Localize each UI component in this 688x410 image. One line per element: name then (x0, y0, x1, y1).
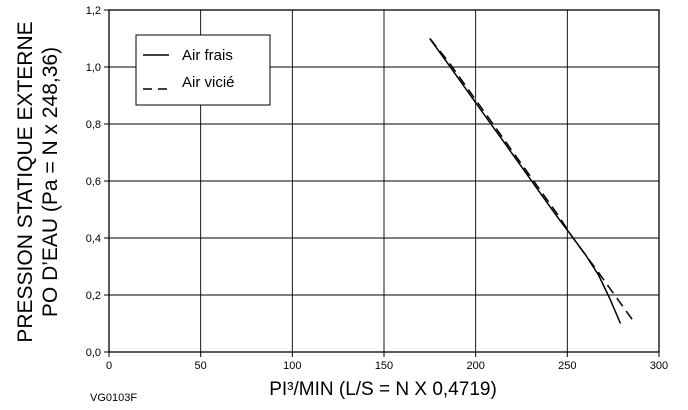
x-axis: 0 50 100 150 200 250 300 (106, 352, 668, 372)
x-tick-label: 300 (650, 360, 668, 372)
legend: Air frais Air vicié (135, 34, 271, 106)
x-tick-label: 0 (106, 360, 112, 372)
series-line-air-vicie (429, 38, 636, 324)
legend-box (135, 34, 271, 106)
y-tick-label: 0,0 (86, 347, 101, 359)
x-axis-title: PI³/MIN (L/S = N X 0,4719) (269, 379, 497, 400)
legend-label-air-frais: Air frais (182, 47, 233, 64)
y-tick-label: 0,8 (86, 119, 101, 131)
x-tick-label: 100 (283, 360, 301, 372)
series-line-air-frais (429, 38, 622, 324)
y-axis: 0,0 0,2 0,4 0,6 0,8 1,0 1,2 (86, 5, 109, 359)
y-tick-label: 1,0 (86, 62, 101, 74)
x-tick-label: 150 (375, 360, 393, 372)
x-tick-label: 200 (466, 360, 484, 372)
y-tick-label: 1,2 (86, 5, 101, 17)
y-axis-title-line-1: PRESSION STATIQUE EXTERNE (14, 21, 37, 342)
figure-code: VG0103F (90, 392, 137, 404)
y-tick-label: 0,4 (86, 233, 101, 245)
y-tick-label: 0,6 (86, 176, 101, 188)
x-tick-label: 50 (195, 360, 207, 372)
x-tick-label: 250 (558, 360, 576, 372)
legend-label-air-vicie: Air vicié (182, 74, 235, 91)
grid-lines (109, 10, 659, 352)
y-tick-label: 0,2 (86, 290, 101, 302)
y-axis-title-line-2: PO D’EAU (Pa = N x 248,36) (39, 47, 62, 317)
series-lines (429, 38, 636, 324)
